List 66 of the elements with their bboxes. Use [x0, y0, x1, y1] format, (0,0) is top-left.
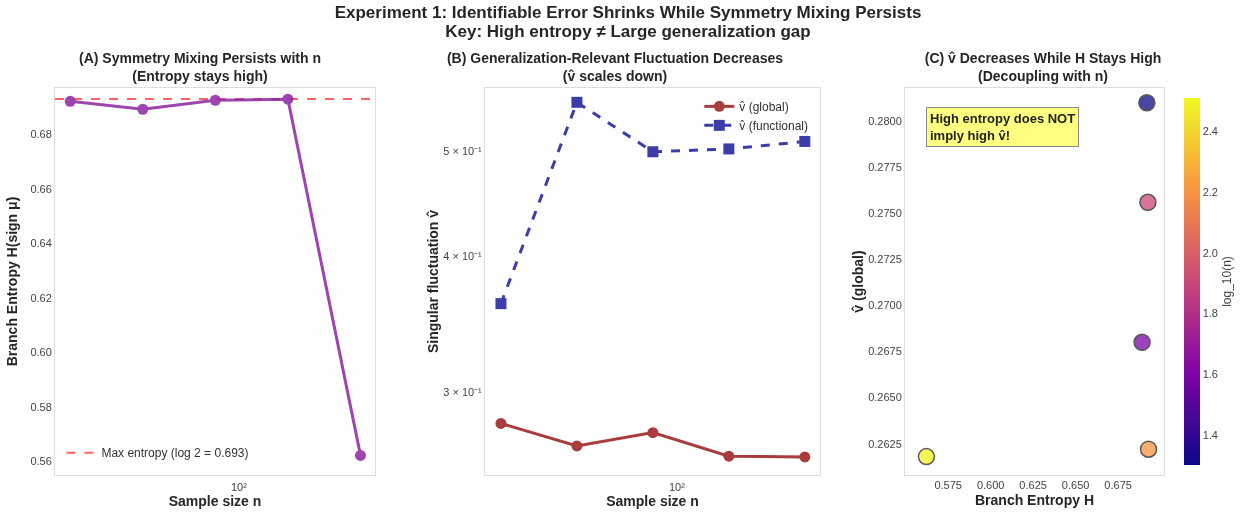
point	[917, 447, 936, 466]
x-tick-label: 0.575	[934, 479, 962, 492]
point	[354, 449, 366, 461]
color-bar-label: 1.8	[1202, 307, 1218, 320]
point	[1139, 193, 1157, 211]
point	[571, 96, 583, 108]
y-tick-label: 0.2775	[868, 161, 902, 174]
point	[1138, 93, 1156, 112]
y-tick-label: 0.56	[30, 455, 52, 468]
point	[799, 451, 811, 463]
legend-label: v̂ (functional)	[739, 119, 808, 134]
text: 10²	[669, 481, 686, 493]
y-tick-label: 0.68	[30, 128, 52, 141]
chart-title: (A) Symmetry Mixing Persists with n (Entropy stays high)	[79, 50, 321, 85]
point	[137, 103, 149, 115]
legend-label: Max entropy (log 2 = 0.693)	[101, 446, 249, 461]
y-axis-title: Branch Entropy H(sign μ)	[4, 196, 20, 367]
legend-label: v̂ (global)	[739, 100, 789, 115]
point	[495, 417, 507, 429]
color-bar-label: 2.4	[1202, 125, 1218, 138]
point	[723, 143, 735, 155]
y-tick-label: 0.62	[30, 291, 52, 304]
y-tick-label: 0.2800	[868, 115, 902, 128]
point	[1133, 333, 1151, 352]
y-tick-label: 0.2750	[868, 207, 902, 220]
point	[723, 450, 735, 462]
point	[647, 146, 659, 158]
x-axis-title: Sample size n	[168, 492, 262, 509]
annotation: High entropy does NOT imply high v̂!	[930, 111, 1076, 143]
x-tick-label: 0.675	[1104, 479, 1132, 492]
y-tick-label: 3 × 10⁻¹	[443, 386, 483, 399]
point	[647, 427, 659, 439]
text: Experiment 1: Identifiable Error Shrinks While Symmetry Mixing Persists Key: High entropy ≠ Large generalization gap	[333, 2, 923, 41]
point	[209, 94, 221, 106]
point	[799, 135, 811, 147]
point	[1139, 440, 1158, 458]
y-tick-label: 0.2725	[868, 253, 902, 266]
y-tick-label: 0.2650	[868, 391, 902, 404]
x-axis-title: Branch Entropy H	[974, 491, 1095, 508]
y-tick-label: 0.64	[30, 237, 52, 250]
color-bar-title: log_10(n)	[1220, 256, 1234, 307]
x-tick-label: 0.625	[1019, 479, 1047, 492]
y-axis-title: Singular fluctuation v̂	[425, 209, 442, 354]
x-axis-title: Sample size n	[606, 492, 699, 509]
point	[571, 440, 583, 452]
color-bar-label: 1.4	[1202, 428, 1218, 441]
y-tick-label: 5 × 10⁻¹	[443, 144, 483, 157]
text: 10²	[231, 481, 248, 493]
point	[282, 93, 294, 105]
y-tick-label: 0.60	[30, 346, 52, 359]
chart-title: (B) Generalization-Relevant Fluctuation Decreases (v̂ scales down)	[446, 50, 784, 85]
y-tick-label: 0.2625	[868, 437, 902, 450]
y-tick-label: 4 × 10⁻¹	[443, 250, 483, 263]
chart-title: (C) v̂ Decreases While H Stays High (Decoupling with n)	[924, 50, 1162, 85]
color-bar-label: 2.0	[1202, 246, 1218, 259]
y-tick-label: 0.2700	[868, 299, 902, 312]
y-tick-label: 0.66	[30, 182, 52, 195]
point	[64, 95, 76, 107]
y-tick-label: 0.2675	[868, 345, 902, 358]
y-axis-title: v̂ (global)	[850, 250, 867, 313]
x-tick-label: 0.600	[976, 479, 1005, 492]
point	[495, 298, 507, 310]
color-bar-label: 2.2	[1202, 185, 1218, 198]
color-bar-label: 1.6	[1202, 367, 1218, 380]
y-tick-label: 0.58	[30, 400, 52, 413]
x-tick-label: 0.650	[1061, 479, 1090, 492]
